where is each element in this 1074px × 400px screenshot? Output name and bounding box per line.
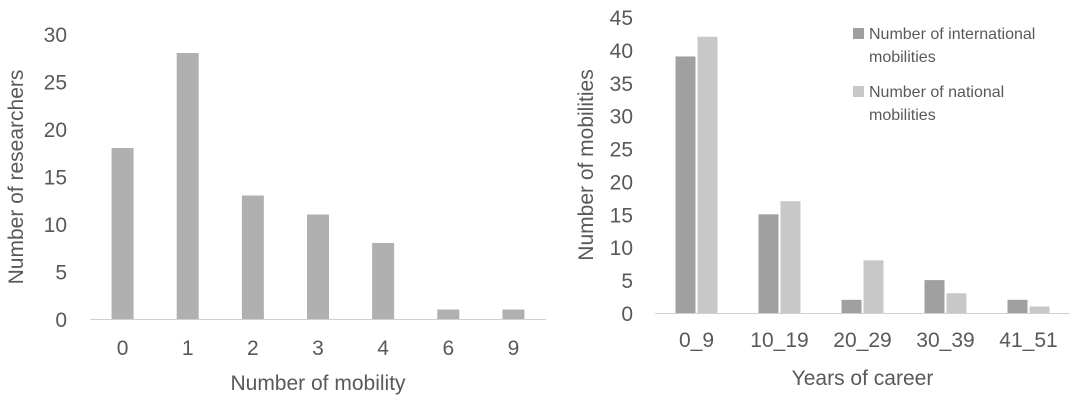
chart1-xtick-label: 9 — [508, 337, 520, 360]
chart1-xtick-label: 3 — [312, 337, 324, 360]
chart2-legend-label-1: mobilities — [869, 49, 936, 66]
chart1-ytick-label: 10 — [44, 214, 67, 237]
chart2-xtick-label: 10_19 — [750, 329, 808, 352]
chart1-xtick-label: 6 — [442, 337, 454, 360]
chart2-legend-label-2: mobilities — [869, 107, 936, 124]
chart2-xtick-label: 20_29 — [833, 329, 891, 352]
chart1-bar — [111, 148, 134, 319]
chart2-bar-series2 — [946, 293, 967, 313]
chart1-xtick-label: 2 — [247, 337, 259, 360]
chart1-bar — [437, 309, 460, 319]
chart2-ytick-label: 25 — [610, 139, 633, 162]
chart2-ytick-label: 10 — [610, 237, 633, 260]
chart1-xtick-label: 4 — [377, 337, 389, 360]
chart2-xtick-label: 0_9 — [679, 329, 714, 352]
chart2-ytick-label: 0 — [621, 303, 633, 326]
chart1-ytick-label: 30 — [44, 24, 67, 47]
chart1-bar — [372, 243, 395, 319]
chart1-ytick-label: 15 — [44, 167, 67, 190]
chart2-ytick-label: 15 — [610, 204, 633, 227]
chart1-ytick-label: 20 — [44, 119, 67, 142]
chart2-xlabel: Years of career — [792, 367, 934, 390]
chart1-xtick-label: 0 — [117, 337, 129, 360]
chart2-bar-series1 — [841, 299, 862, 313]
chart2-legend-label-2: Number of national — [869, 84, 1004, 101]
chart2-ytick-label: 20 — [610, 171, 633, 194]
chart2-bar-series1 — [1007, 299, 1028, 313]
chart2-bar-series1 — [675, 56, 696, 313]
chart1-ylabel: Number of researchers — [5, 70, 28, 285]
chart1-bar — [307, 214, 329, 319]
chart1-ytick-label: 25 — [44, 72, 67, 95]
chart2-ytick-label: 30 — [610, 106, 633, 129]
chart2-bar-series2 — [1029, 306, 1050, 313]
chart2-xtick-label: 30_39 — [916, 329, 974, 352]
chart2-bar-series2 — [697, 36, 718, 313]
chart2-ytick-label: 5 — [621, 270, 633, 293]
chart1-xlabel: Number of mobility — [230, 372, 406, 395]
chart1-bar — [176, 53, 199, 319]
chart1-bar — [241, 195, 264, 319]
chart2-ylabel: Number of mobilities — [575, 69, 598, 260]
chart2-bar-series1 — [758, 214, 779, 313]
chart2-xtick-label: 41_51 — [999, 329, 1057, 352]
chart1-ytick-label: 0 — [55, 309, 67, 332]
chart2-legend-swatch-1 — [853, 28, 864, 39]
chart2-ytick-label: 35 — [610, 73, 633, 96]
chart2-bar-series2 — [863, 260, 884, 313]
chart2-ytick-label: 40 — [610, 40, 633, 63]
chart1-bar — [502, 309, 525, 319]
chart2-bar-series1 — [924, 280, 945, 313]
chart2-bar-series2 — [780, 201, 801, 313]
chart1-ytick-label: 5 — [55, 262, 67, 285]
chart2-legend-label-1: Number of international — [869, 26, 1035, 43]
chart2-legend-swatch-2 — [853, 86, 864, 97]
chart2-ytick-label: 45 — [610, 7, 633, 30]
chart1-xtick-label: 1 — [182, 337, 194, 360]
